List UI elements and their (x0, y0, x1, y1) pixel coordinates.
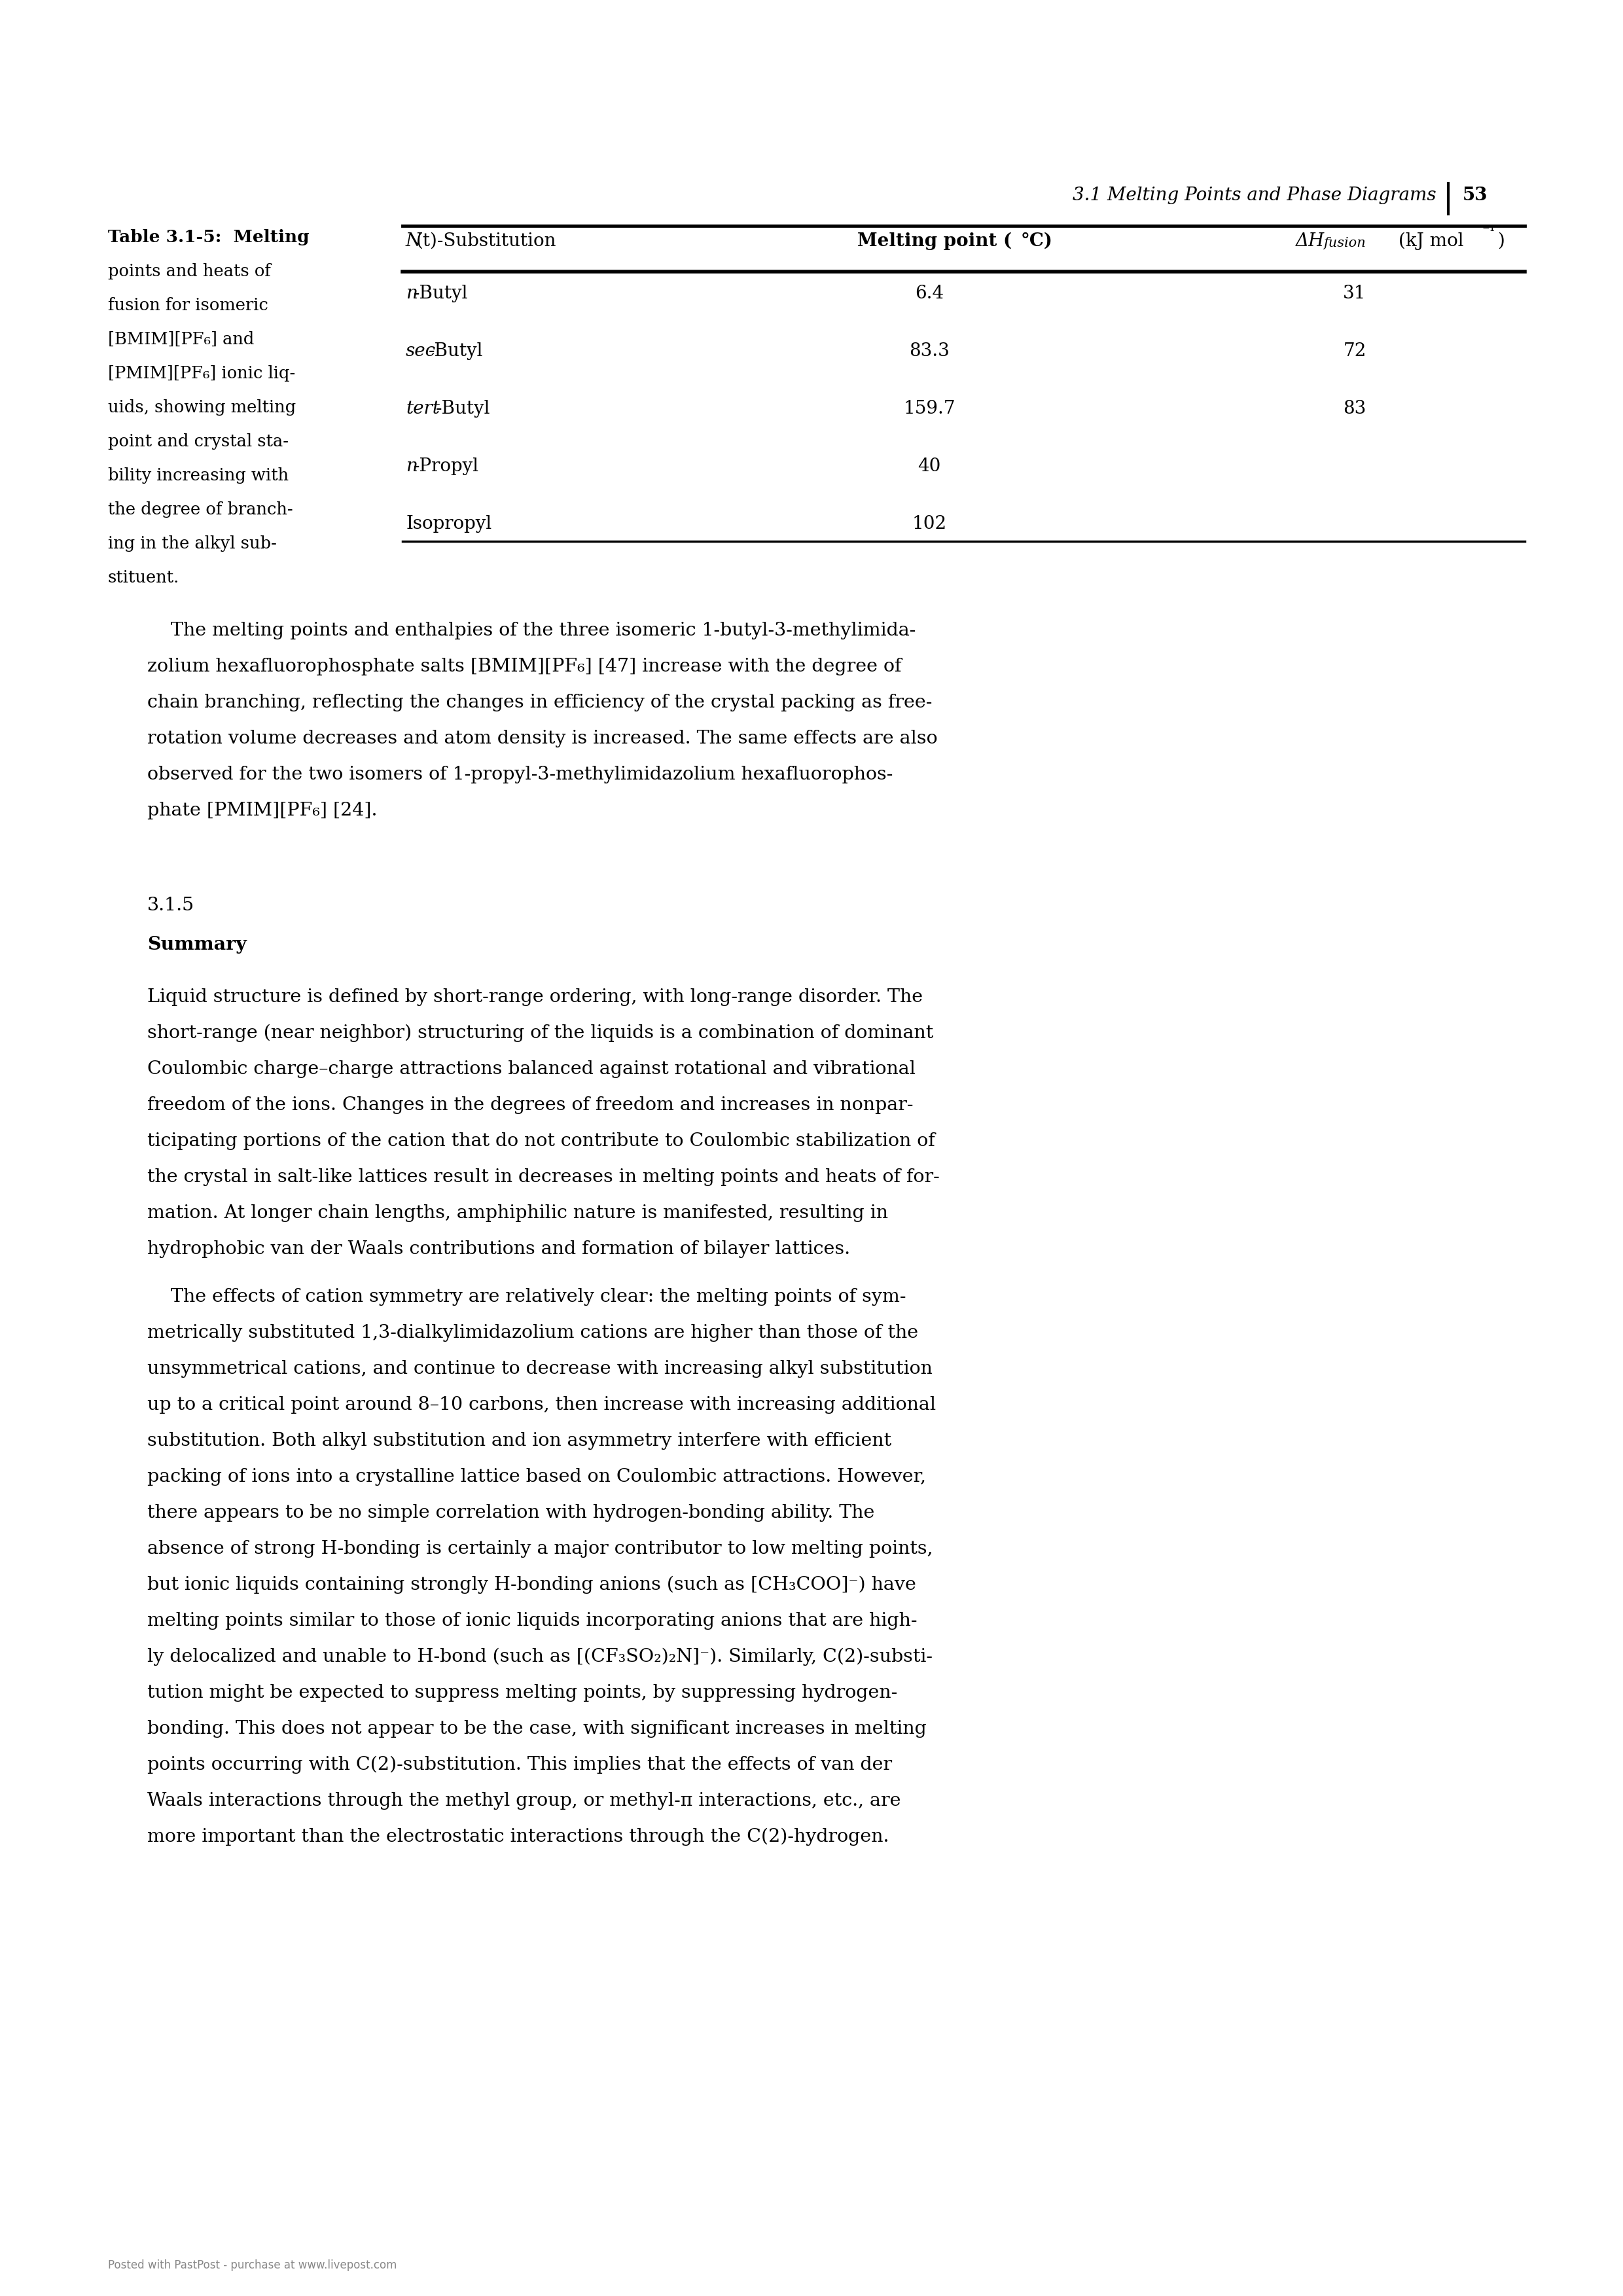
Text: -Butyl: -Butyl (428, 342, 484, 360)
Text: Melting point (: Melting point ( (857, 232, 1011, 250)
Text: Isopropyl: Isopropyl (406, 514, 492, 533)
Text: the crystal in salt-like lattices result in decreases in melting points and heat: the crystal in salt-like lattices result… (148, 1169, 940, 1187)
Text: Table 3.1-5:  Melting: Table 3.1-5: Melting (109, 230, 310, 246)
Text: 3.1 Melting Points and Phase Diagrams: 3.1 Melting Points and Phase Diagrams (1073, 186, 1436, 204)
Text: 72: 72 (1344, 342, 1367, 360)
Text: observed for the two isomers of 1-propyl-3-methylimidazolium hexafluorophos-: observed for the two isomers of 1-propyl… (148, 767, 893, 783)
Text: metrically substituted 1,3-dialkylimidazolium cations are higher than those of t: metrically substituted 1,3-dialkylimidaz… (148, 1325, 919, 1341)
Text: up to a critical point around 8–10 carbons, then increase with increasing additi: up to a critical point around 8–10 carbo… (148, 1396, 936, 1414)
Text: The melting points and enthalpies of the three isomeric 1-butyl-3-methylimida-: The melting points and enthalpies of the… (148, 622, 915, 641)
Text: rotation volume decreases and atom density is increased. The same effects are al: rotation volume decreases and atom densi… (148, 730, 938, 748)
Text: 102: 102 (912, 514, 946, 533)
Text: bonding. This does not appear to be the case, with significant increases in melt: bonding. This does not appear to be the … (148, 1720, 927, 1738)
Text: ticipating portions of the cation that do not contribute to Coulombic stabilizat: ticipating portions of the cation that d… (148, 1132, 935, 1150)
Text: Liquid structure is defined by short-range ordering, with long-range disorder. T: Liquid structure is defined by short-ran… (148, 987, 923, 1006)
Text: fusion for isomeric: fusion for isomeric (109, 296, 268, 315)
Text: tert: tert (406, 400, 440, 418)
Text: (kJ mol: (kJ mol (1393, 232, 1464, 250)
Text: ing in the alkyl sub-: ing in the alkyl sub- (109, 535, 278, 551)
Text: n: n (406, 457, 417, 475)
Text: packing of ions into a crystalline lattice based on Coulombic attractions. Howev: packing of ions into a crystalline latti… (148, 1467, 927, 1486)
Text: 83.3: 83.3 (909, 342, 949, 360)
Text: 40: 40 (917, 457, 941, 475)
Text: -Butyl: -Butyl (414, 285, 467, 303)
Text: absence of strong H-bonding is certainly a major contributor to low melting poin: absence of strong H-bonding is certainly… (148, 1541, 933, 1557)
Text: freedom of the ions. Changes in the degrees of freedom and increases in nonpar-: freedom of the ions. Changes in the degr… (148, 1095, 914, 1114)
Text: The effects of cation symmetry are relatively clear: the melting points of sym-: The effects of cation symmetry are relat… (148, 1288, 906, 1306)
Text: substitution. Both alkyl substitution and ion asymmetry interfere with efficient: substitution. Both alkyl substitution an… (148, 1433, 891, 1449)
Text: ΔH: ΔH (1295, 232, 1324, 250)
Text: hydrophobic van der Waals contributions and formation of bilayer lattices.: hydrophobic van der Waals contributions … (148, 1240, 850, 1258)
Text: Summary: Summary (148, 937, 247, 953)
Text: zolium hexafluorophosphate salts [BMIM][PF₆] [47] increase with the degree of: zolium hexafluorophosphate salts [BMIM][… (148, 657, 901, 675)
Text: stituent.: stituent. (109, 569, 180, 585)
Text: -Butyl: -Butyl (437, 400, 490, 418)
Text: (t)-Substitution: (t)-Substitution (415, 232, 557, 250)
Text: sec: sec (406, 342, 437, 360)
Text: phate [PMIM][PF₆] [24].: phate [PMIM][PF₆] [24]. (148, 801, 377, 820)
Text: short-range (near neighbor) structuring of the liquids is a combination of domin: short-range (near neighbor) structuring … (148, 1024, 933, 1042)
Text: Coulombic charge–charge attractions balanced against rotational and vibrational: Coulombic charge–charge attractions bala… (148, 1061, 915, 1077)
Text: uids, showing melting: uids, showing melting (109, 400, 295, 416)
Text: 159.7: 159.7 (904, 400, 956, 418)
Text: points occurring with C(2)-substitution. This implies that the effects of van de: points occurring with C(2)-substitution.… (148, 1756, 893, 1775)
Text: the degree of branch-: the degree of branch- (109, 501, 292, 517)
Text: 53: 53 (1462, 186, 1488, 204)
Text: points and heats of: points and heats of (109, 264, 271, 280)
Text: tution might be expected to suppress melting points, by suppressing hydrogen-: tution might be expected to suppress mel… (148, 1683, 898, 1701)
Text: N: N (406, 232, 422, 250)
Text: more important than the electrostatic interactions through the C(2)-hydrogen.: more important than the electrostatic in… (148, 1828, 889, 1846)
Text: fusion: fusion (1323, 236, 1365, 250)
Text: ): ) (1498, 232, 1505, 250)
Text: [PMIM][PF₆] ionic liq-: [PMIM][PF₆] ionic liq- (109, 365, 295, 381)
Text: chain branching, reflecting the changes in efficiency of the crystal packing as : chain branching, reflecting the changes … (148, 693, 932, 712)
Text: n: n (406, 285, 417, 303)
Text: but ionic liquids containing strongly H-bonding anions (such as [CH₃COO]⁻) have: but ionic liquids containing strongly H-… (148, 1575, 915, 1593)
Text: Posted with PastPost - purchase at www.livepost.com: Posted with PastPost - purchase at www.l… (109, 2259, 398, 2271)
Text: °C): °C) (1021, 232, 1053, 250)
Text: ⁻¹: ⁻¹ (1482, 225, 1496, 239)
Text: 6.4: 6.4 (915, 285, 943, 303)
Text: ly delocalized and unable to H-bond (such as [(CF₃SO₂)₂N]⁻). Similarly, C(2)-sub: ly delocalized and unable to H-bond (suc… (148, 1649, 933, 1667)
Text: point and crystal sta-: point and crystal sta- (109, 434, 289, 450)
Text: unsymmetrical cations, and continue to decrease with increasing alkyl substituti: unsymmetrical cations, and continue to d… (148, 1359, 933, 1378)
Text: [BMIM][PF₆] and: [BMIM][PF₆] and (109, 331, 255, 347)
Text: bility increasing with: bility increasing with (109, 468, 289, 484)
Text: there appears to be no simple correlation with hydrogen-bonding ability. The: there appears to be no simple correlatio… (148, 1504, 875, 1522)
Text: melting points similar to those of ionic liquids incorporating anions that are h: melting points similar to those of ionic… (148, 1612, 917, 1630)
Text: mation. At longer chain lengths, amphiphilic nature is manifested, resulting in: mation. At longer chain lengths, amphiph… (148, 1205, 888, 1221)
Text: 31: 31 (1344, 285, 1367, 303)
Text: 3.1.5: 3.1.5 (148, 898, 195, 914)
Text: -Propyl: -Propyl (414, 457, 479, 475)
Text: Waals interactions through the methyl group, or methyl-π interactions, etc., are: Waals interactions through the methyl gr… (148, 1793, 901, 1809)
Text: 83: 83 (1344, 400, 1367, 418)
